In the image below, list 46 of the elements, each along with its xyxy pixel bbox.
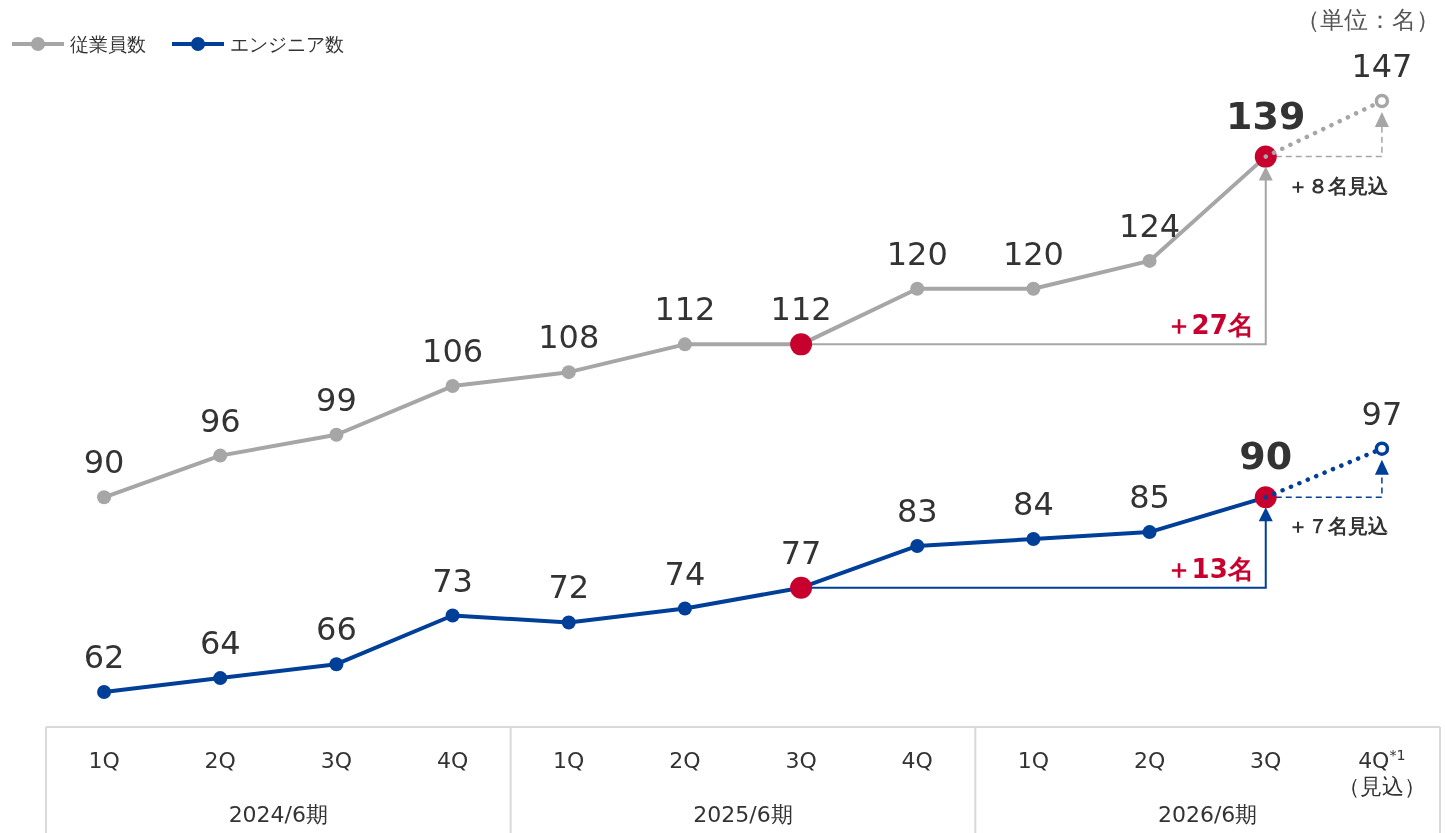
- data-label: 77: [780, 533, 822, 572]
- x-tick-label: 1Q: [553, 748, 585, 773]
- data-label: 99: [316, 380, 357, 419]
- text: 2024/6期: [228, 802, 329, 827]
- annotation: ＋27名: [1165, 310, 1254, 341]
- data-label: 120: [1002, 234, 1064, 273]
- data-label: 73: [432, 561, 473, 600]
- data-label: 124: [1119, 206, 1181, 245]
- data-label: 83: [896, 491, 938, 530]
- x-tick-label: 4Q: [436, 748, 469, 773]
- data-label: 62: [83, 638, 125, 676]
- data-label: 74: [664, 554, 706, 593]
- data-label: 84: [1013, 485, 1054, 524]
- x-tick-label: 2Q: [204, 748, 236, 773]
- data-label: 90: [1239, 434, 1293, 479]
- annotation: ＋８名見込: [1287, 173, 1389, 198]
- data-label: 112: [770, 290, 832, 329]
- annotation: ＋13名: [1165, 553, 1254, 584]
- data-label: 106: [422, 332, 484, 371]
- text: 2025/6期: [693, 802, 793, 827]
- x-tick-label: 3Q: [1250, 748, 1282, 773]
- data-label: 112: [654, 290, 716, 329]
- data-label: 120: [886, 234, 948, 273]
- legend-label: エンジニア数: [230, 33, 344, 55]
- x-tick-label: 2Q: [669, 748, 701, 773]
- data-label: 96: [199, 401, 241, 440]
- data-label: 64: [199, 624, 241, 663]
- data-label: 85: [1129, 478, 1170, 517]
- data-label: 108: [538, 318, 600, 357]
- annotation: ＋７名見込: [1287, 514, 1389, 539]
- x-tick-label: 3Q: [320, 748, 353, 773]
- x-tick-label: 1Q: [1017, 748, 1050, 773]
- x-tick-label: 3Q: [785, 748, 817, 773]
- legend-label: 従業員数: [70, 33, 146, 55]
- data-label: 90: [83, 443, 125, 482]
- text: 2026/6期: [1157, 802, 1258, 827]
- x-tick-label: 1Q: [88, 748, 120, 773]
- text: （単位：名）: [1296, 6, 1440, 34]
- data-label: 139: [1226, 93, 1306, 138]
- x-tick-label: 4Q$^{*1}$ （見込）: [1337, 747, 1426, 800]
- data-label: 97: [1361, 394, 1403, 433]
- x-tick-label: 4Q: [901, 748, 933, 773]
- data-label: 147: [1351, 47, 1413, 85]
- x-tick-label: 2Q: [1133, 748, 1166, 773]
- data-label: 72: [548, 568, 590, 607]
- data-label: 66: [316, 610, 357, 649]
